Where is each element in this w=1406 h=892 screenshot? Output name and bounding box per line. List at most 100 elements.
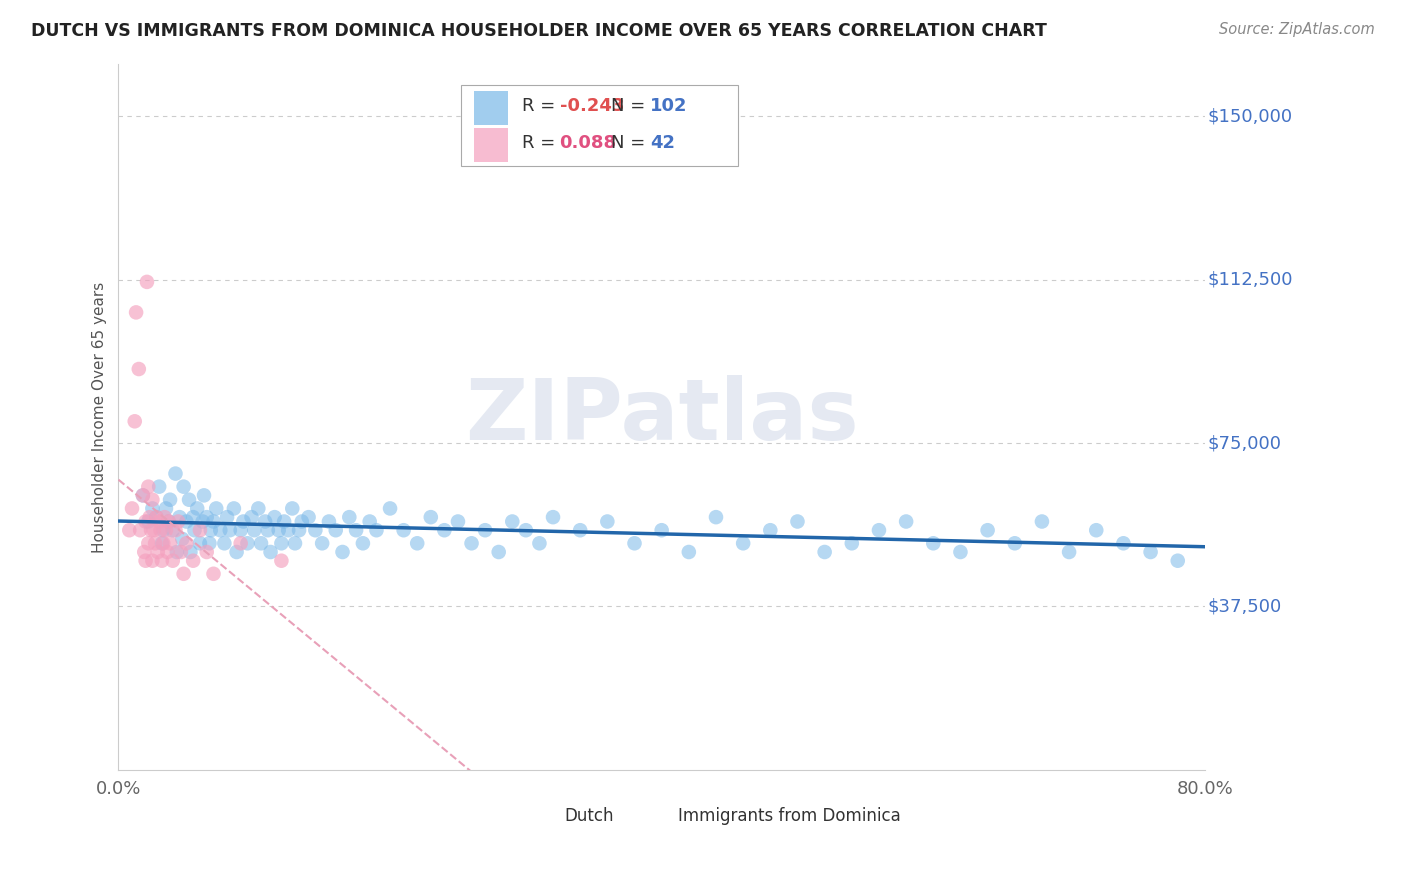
Point (157, 515, 180, 529)
Point (406, 536, 429, 550)
Text: $37,500: $37,500 (1208, 598, 1281, 615)
Point (225, 545, 247, 559)
Point (145, 510, 167, 524)
Point (183, 523, 205, 537)
Point (352, 536, 374, 550)
Point (177, 492, 200, 507)
Point (733, 536, 755, 550)
Point (263, 510, 285, 524)
Text: $112,500: $112,500 (1208, 270, 1292, 289)
Point (176, 515, 198, 529)
FancyBboxPatch shape (474, 91, 509, 125)
Point (759, 523, 782, 537)
Point (259, 545, 281, 559)
Point (541, 510, 564, 524)
Point (165, 467, 187, 481)
Point (136, 275, 159, 289)
Point (188, 536, 211, 550)
Point (236, 536, 259, 550)
Point (229, 523, 252, 537)
Point (256, 523, 278, 537)
Point (366, 523, 388, 537)
Point (202, 566, 225, 581)
Point (139, 523, 162, 537)
Point (152, 536, 174, 550)
Point (145, 510, 167, 524)
Point (143, 536, 166, 550)
Point (214, 536, 236, 550)
Point (291, 515, 314, 529)
Point (121, 501, 143, 516)
Point (419, 510, 441, 524)
Point (277, 523, 299, 537)
Point (447, 515, 470, 529)
Point (157, 515, 180, 529)
Point (173, 480, 195, 494)
Point (288, 523, 311, 537)
Point (1031, 515, 1053, 529)
Point (529, 536, 551, 550)
Point (232, 515, 254, 529)
Point (337, 510, 360, 524)
Text: R =: R = (522, 134, 561, 152)
Text: N =: N = (610, 134, 651, 152)
Point (243, 523, 266, 537)
Point (868, 523, 890, 537)
Point (392, 523, 415, 537)
Point (129, 523, 152, 537)
Point (136, 480, 159, 494)
Point (159, 536, 181, 550)
Point (704, 510, 727, 524)
Point (166, 545, 188, 559)
Point (949, 545, 972, 559)
Point (922, 536, 945, 550)
Point (162, 554, 184, 568)
Point (141, 492, 163, 507)
Point (267, 523, 290, 537)
Point (170, 545, 193, 559)
Point (173, 566, 195, 581)
Text: 102: 102 (650, 96, 688, 114)
Point (240, 510, 263, 524)
Text: N =: N = (610, 96, 651, 114)
Point (118, 523, 141, 537)
Point (474, 523, 496, 537)
Point (596, 515, 619, 529)
Point (1112, 536, 1135, 550)
Point (1167, 554, 1189, 568)
Point (254, 515, 277, 529)
Point (378, 501, 401, 516)
Point (200, 523, 222, 537)
Point (181, 554, 204, 568)
Text: Dutch: Dutch (564, 806, 613, 825)
Point (229, 536, 252, 550)
Point (132, 488, 155, 502)
Point (125, 305, 148, 319)
FancyBboxPatch shape (526, 803, 557, 831)
Point (156, 545, 179, 559)
Point (894, 515, 917, 529)
Point (460, 536, 482, 550)
Point (198, 536, 221, 550)
Point (318, 515, 340, 529)
Point (142, 523, 165, 537)
Point (188, 523, 211, 537)
Point (623, 536, 645, 550)
Point (159, 492, 181, 507)
Point (176, 536, 198, 550)
Point (218, 523, 240, 537)
Point (135, 554, 157, 568)
Point (273, 515, 295, 529)
Point (1004, 536, 1026, 550)
Point (162, 523, 184, 537)
Point (976, 523, 998, 537)
Text: $150,000: $150,000 (1208, 107, 1292, 126)
Point (270, 554, 292, 568)
Point (501, 515, 523, 529)
FancyBboxPatch shape (640, 803, 671, 831)
Text: R =: R = (522, 96, 561, 114)
Point (270, 536, 292, 550)
Point (1085, 523, 1108, 537)
Point (841, 536, 863, 550)
Point (209, 523, 232, 537)
